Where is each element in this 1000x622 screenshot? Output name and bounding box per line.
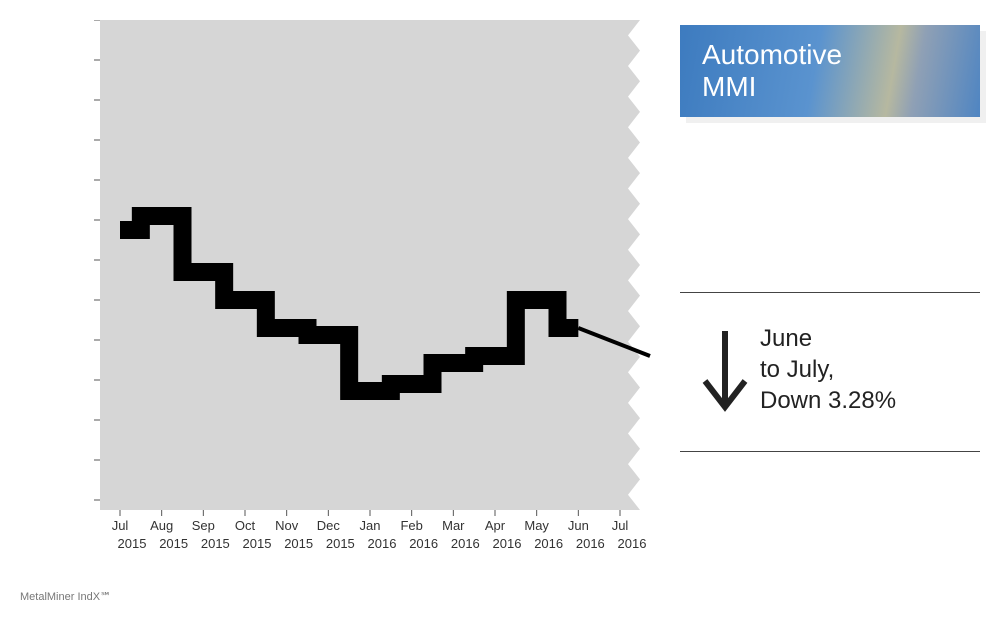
chart-svg: Jul2015Aug2015Sep2015Oct2015Nov2015Dec20…: [20, 20, 660, 575]
svg-text:Sep: Sep: [192, 518, 215, 533]
svg-text:2016: 2016: [409, 536, 438, 551]
svg-text:2015: 2015: [118, 536, 147, 551]
svg-text:2015: 2015: [326, 536, 355, 551]
svg-text:2016: 2016: [451, 536, 480, 551]
title-line2: MMI: [702, 71, 958, 103]
delta-line3: Down 3.28%: [760, 385, 896, 416]
svg-text:Aug: Aug: [150, 518, 173, 533]
svg-text:Feb: Feb: [400, 518, 422, 533]
right-panel: Automotive MMI June to July, Down 3.28%: [680, 25, 980, 452]
svg-text:Apr: Apr: [485, 518, 506, 533]
svg-text:2015: 2015: [243, 536, 272, 551]
svg-text:2016: 2016: [534, 536, 563, 551]
down-arrow-icon: [690, 325, 760, 415]
svg-text:2015: 2015: [159, 536, 188, 551]
title-badge: Automotive MMI: [680, 25, 980, 117]
delta-block: June to July, Down 3.28%: [680, 292, 980, 452]
svg-text:Dec: Dec: [317, 518, 341, 533]
svg-text:2016: 2016: [618, 536, 647, 551]
svg-text:Nov: Nov: [275, 518, 299, 533]
title-line1: Automotive: [702, 39, 958, 71]
svg-text:2016: 2016: [576, 536, 605, 551]
svg-text:2015: 2015: [201, 536, 230, 551]
svg-text:Jun: Jun: [568, 518, 589, 533]
svg-text:Jan: Jan: [360, 518, 381, 533]
svg-text:2016: 2016: [493, 536, 522, 551]
delta-text: June to July, Down 3.28%: [760, 323, 896, 417]
delta-line2: to July,: [760, 354, 896, 385]
svg-text:May: May: [524, 518, 549, 533]
svg-text:Jul: Jul: [112, 518, 129, 533]
svg-text:2016: 2016: [368, 536, 397, 551]
chart-area: Jul2015Aug2015Sep2015Oct2015Nov2015Dec20…: [20, 20, 660, 575]
footnote: MetalMiner IndX℠: [20, 590, 111, 603]
svg-text:Mar: Mar: [442, 518, 465, 533]
delta-line1: June: [760, 323, 896, 354]
svg-text:Oct: Oct: [235, 518, 256, 533]
svg-text:2015: 2015: [284, 536, 313, 551]
svg-text:Jul: Jul: [612, 518, 629, 533]
